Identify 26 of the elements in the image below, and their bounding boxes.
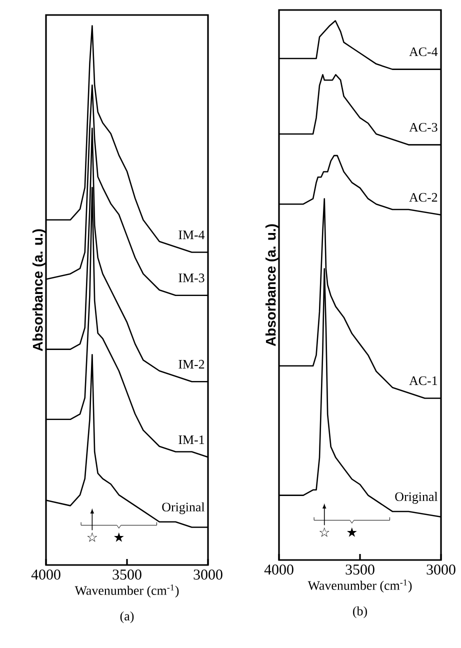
annotation: ★ [346,527,357,537]
x-tick-label: 3000 [426,564,456,575]
x-tick-label: 3000 [194,570,222,580]
series-label: AC-4 [409,47,438,56]
x-axis-title: Wavenumber (cm$^{-1}$) [308,579,412,593]
x-tick-label: 3500 [346,564,374,575]
x-tick-label: 4000 [31,570,60,580]
series-label: Original [395,492,438,504]
annotation: ☆ [319,527,330,537]
text: (a) [120,611,134,624]
text: (b) [353,606,367,618]
series-label: AC-3 [409,122,438,132]
series-label: AC-1 [409,376,438,386]
x-tick-label: 3500 [112,570,142,580]
y-axis-title: Absorbance (a. u.) [265,224,278,346]
series-label: Original [162,502,205,514]
annotation: ☆ [87,532,98,542]
series-label: IM-4 [178,230,205,240]
x-tick-label: 4000 [264,564,294,575]
y-axis-title: Absorbance (a. u.) [32,229,46,352]
series-label: IM-2 [178,360,204,369]
series-label: IM-1 [178,435,204,444]
series-label: IM-3 [178,274,204,282]
x-axis-title: Wavenumber (cm$^{-1}$) [74,584,179,598]
annotation: ★ [114,532,124,542]
series-label: AC-2 [409,193,438,202]
